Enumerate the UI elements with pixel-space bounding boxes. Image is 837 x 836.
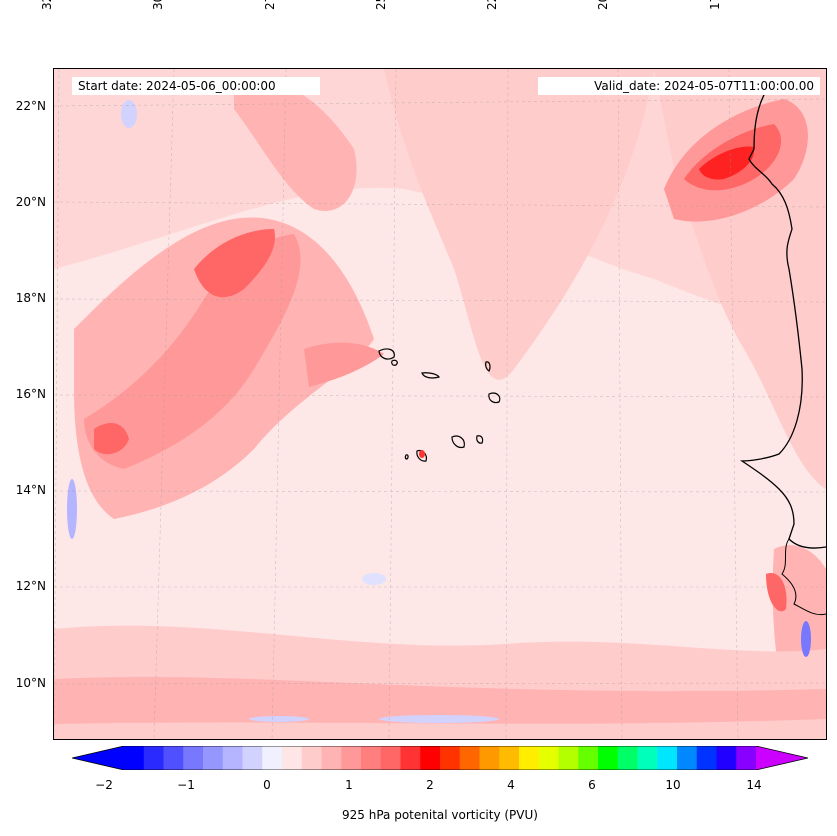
pv-field-central-plume: [384, 69, 654, 380]
pv-field-west-core: [84, 234, 301, 469]
pv-negative-west: [67, 479, 77, 539]
africa-coastline-south: [781, 538, 826, 616]
colorbar-cell: [637, 746, 658, 770]
colorbar-cell: [459, 746, 480, 770]
colorbar-cell: [677, 746, 698, 770]
colorbar-cell: [400, 746, 421, 770]
colorbar-cell: [222, 746, 243, 770]
valid-date-label: Valid_date: 2024-05-07T11:00:00.00: [538, 77, 820, 95]
colorbar-tick-label: 2: [426, 778, 434, 792]
cape-verde-islands: [378, 348, 501, 462]
colorbar-cell: [242, 746, 263, 770]
start-date-label: Start date: 2024-05-06_00:00:00: [72, 77, 320, 95]
colorbar-cell: [183, 746, 204, 770]
colorbar-extend-high: [756, 746, 808, 770]
pv-island-max: [419, 450, 425, 458]
pv-negative-coast: [801, 621, 811, 657]
lon-label-20w: 20°W: [596, 0, 610, 10]
colorbar-tick-label: 1: [345, 778, 353, 792]
colorbar-cell: [578, 746, 599, 770]
colorbar-cell: [203, 746, 224, 770]
pv-field-coastal-max: [766, 573, 787, 612]
lat-label-10n: 10°N: [15, 676, 46, 690]
colorbar: [72, 746, 808, 770]
colorbar-tick-label: −1: [177, 778, 195, 792]
pv-negative-nw: [121, 100, 137, 128]
colorbar-cell: [321, 746, 342, 770]
colorbar-cell: [657, 746, 678, 770]
lat-label-18n: 18°N: [15, 291, 46, 305]
lon-label-30w: 30°W: [151, 0, 165, 10]
lat-label-22n: 22°N: [15, 99, 46, 113]
colorbar-cell: [696, 746, 717, 770]
lat-label-14n: 14°N: [15, 483, 46, 497]
colorbar-cell: [617, 746, 638, 770]
africa-coastline: [739, 90, 826, 549]
lon-label-27-5w: 27.5°W: [263, 0, 277, 10]
colorbar-cell: [736, 746, 757, 770]
colorbar-cell: [124, 746, 145, 770]
colorbar-tick-label: 14: [746, 778, 762, 792]
lon-label-22-5w: 22.5°W: [485, 0, 499, 10]
lat-label-20n: 20°N: [15, 195, 46, 209]
pv-field-west-spot: [94, 423, 129, 455]
colorbar-cell: [499, 746, 520, 770]
lat-label-12n: 12°N: [15, 579, 46, 593]
colorbar-tick-label: 4: [507, 778, 515, 792]
colorbar-title: 925 hPa potenital vorticity (PVU): [342, 808, 538, 822]
pv-field-south-strip: [54, 676, 826, 724]
graticule: [54, 69, 826, 739]
pv-field-north-streak: [234, 78, 357, 211]
pv-field-streak: [304, 342, 384, 387]
pv-negative-patch: [362, 573, 386, 585]
colorbar-tick-label: 6: [588, 778, 596, 792]
colorbar-cell: [301, 746, 322, 770]
colorbar-cell: [420, 746, 441, 770]
pv-field-ne-max: [699, 146, 755, 180]
colorbar-cell: [341, 746, 362, 770]
colorbar-cell: [361, 746, 382, 770]
colorbar-tick-label: 10: [665, 778, 681, 792]
pv-field-west-max: [194, 229, 275, 298]
lon-label-32-5w: 32.5°W: [40, 0, 54, 10]
colorbar-cell: [716, 746, 737, 770]
colorbar-cell: [538, 746, 559, 770]
lat-label-16n: 16°N: [15, 387, 46, 401]
pv-contour-map: [54, 69, 826, 739]
colorbar-cell: [479, 746, 500, 770]
colorbar-cell: [440, 746, 461, 770]
colorbar-tick-label: −2: [95, 778, 113, 792]
colorbar-cell: [262, 746, 283, 770]
pv-negative-south: [379, 715, 499, 723]
pv-negative-south-2: [249, 716, 309, 722]
map-panel: [53, 68, 827, 740]
colorbar-cell: [282, 746, 303, 770]
lon-label-17-5w: 17.5°W: [708, 0, 722, 10]
lon-label-25w: 25°W: [374, 0, 388, 10]
colorbar-cell: [143, 746, 164, 770]
colorbar-cell: [380, 746, 401, 770]
colorbar-tick-label: 0: [263, 778, 271, 792]
colorbar-cells: [124, 746, 757, 770]
colorbar-cell: [558, 746, 579, 770]
colorbar-extend-low: [72, 746, 124, 770]
colorbar-cell: [598, 746, 619, 770]
colorbar-cell: [519, 746, 540, 770]
colorbar-cell: [163, 746, 184, 770]
